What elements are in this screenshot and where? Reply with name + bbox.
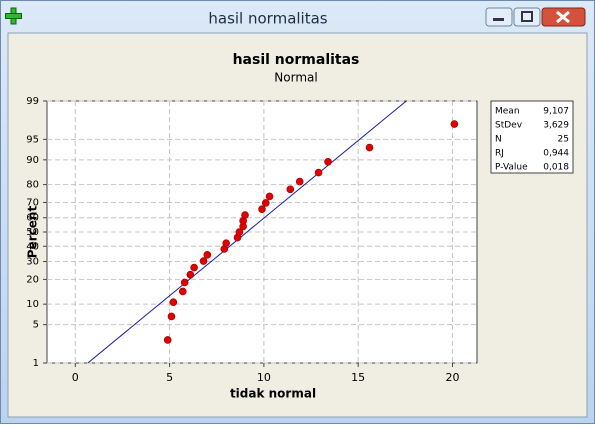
x-tick-label: 5	[166, 371, 173, 384]
stats-label: Mean	[495, 107, 520, 117]
data-point	[261, 199, 270, 207]
data-point	[295, 177, 304, 186]
chart-title: hasil normalitas	[233, 52, 360, 68]
y-axis-label: Percent	[26, 206, 40, 259]
data-point	[203, 251, 212, 259]
y-tick-label: 5	[33, 320, 39, 331]
y-tick-label: 90	[26, 155, 39, 166]
fit-line	[87, 101, 407, 363]
data-point	[314, 168, 323, 177]
close-button[interactable]	[541, 7, 586, 27]
data-point	[167, 312, 176, 321]
y-tick-label: 99	[26, 96, 39, 107]
data-point	[324, 158, 332, 166]
minimize-button[interactable]	[485, 7, 513, 27]
stats-box	[490, 100, 574, 174]
x-tick-label: 15	[351, 371, 365, 384]
maximize-button[interactable]	[513, 7, 541, 27]
y-tick-label: 30	[26, 257, 39, 268]
data-point	[222, 239, 230, 247]
y-tick-label: 80	[26, 180, 39, 191]
stats-label: N	[495, 135, 502, 145]
data-point	[169, 298, 178, 306]
data-point	[178, 287, 187, 296]
stats-value: 25	[558, 135, 569, 145]
y-tick-label: 70	[26, 197, 39, 208]
y-tick-label: 50	[26, 227, 39, 238]
stats-value: 0,944	[543, 149, 569, 159]
stats-label: RJ	[495, 149, 504, 159]
y-tick-label: 60	[26, 213, 39, 224]
y-tick-label: 20	[26, 274, 39, 285]
window-title: hasil normalitas	[208, 10, 327, 28]
stats-value: 0,018	[543, 163, 569, 173]
data-point	[265, 192, 274, 201]
data-point	[163, 336, 172, 344]
data-point	[258, 205, 266, 213]
data-point	[241, 211, 249, 219]
y-tick-label: 1	[33, 358, 39, 369]
x-axis-label: tidak normal	[230, 387, 316, 401]
plot-area	[46, 100, 478, 364]
data-point	[365, 143, 374, 152]
stats-label: P-Value	[495, 163, 528, 173]
x-tick-label: 20	[445, 371, 459, 384]
stats-value: 9,107	[543, 107, 569, 117]
y-tick-label: 40	[26, 241, 39, 252]
data-point	[235, 228, 244, 236]
data-point	[190, 263, 198, 272]
y-tick-label: 10	[26, 299, 39, 310]
app-icon	[5, 7, 22, 25]
data-point	[450, 120, 459, 128]
stats-label: StDev	[495, 121, 523, 131]
stats-value: 3,629	[543, 121, 569, 131]
data-point	[180, 278, 189, 287]
x-tick-label: 0	[72, 371, 79, 384]
x-tick-label: 10	[257, 371, 271, 384]
y-tick-label: 95	[26, 134, 39, 145]
data-point	[186, 270, 195, 279]
chart-subtitle: Normal	[274, 71, 317, 85]
data-point	[199, 257, 208, 265]
data-point	[286, 185, 295, 194]
